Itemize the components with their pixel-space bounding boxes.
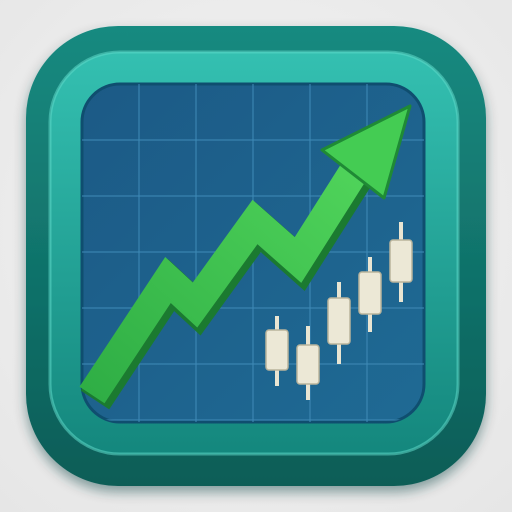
- trend-arrow-body: [79, 161, 368, 404]
- candlestick-body: [327, 297, 351, 345]
- candlestick: [296, 326, 320, 400]
- candlestick-body: [389, 239, 413, 283]
- candlestick-body: [358, 271, 382, 315]
- trend-arrow: [79, 104, 412, 410]
- candlestick: [389, 222, 413, 302]
- candlestick: [358, 257, 382, 332]
- candlestick: [265, 316, 289, 386]
- candlestick: [327, 282, 351, 364]
- trend-arrow-head: [320, 104, 412, 200]
- candlestick-group: [265, 222, 413, 400]
- candlestick-body: [265, 329, 289, 371]
- candlestick-body: [296, 344, 320, 385]
